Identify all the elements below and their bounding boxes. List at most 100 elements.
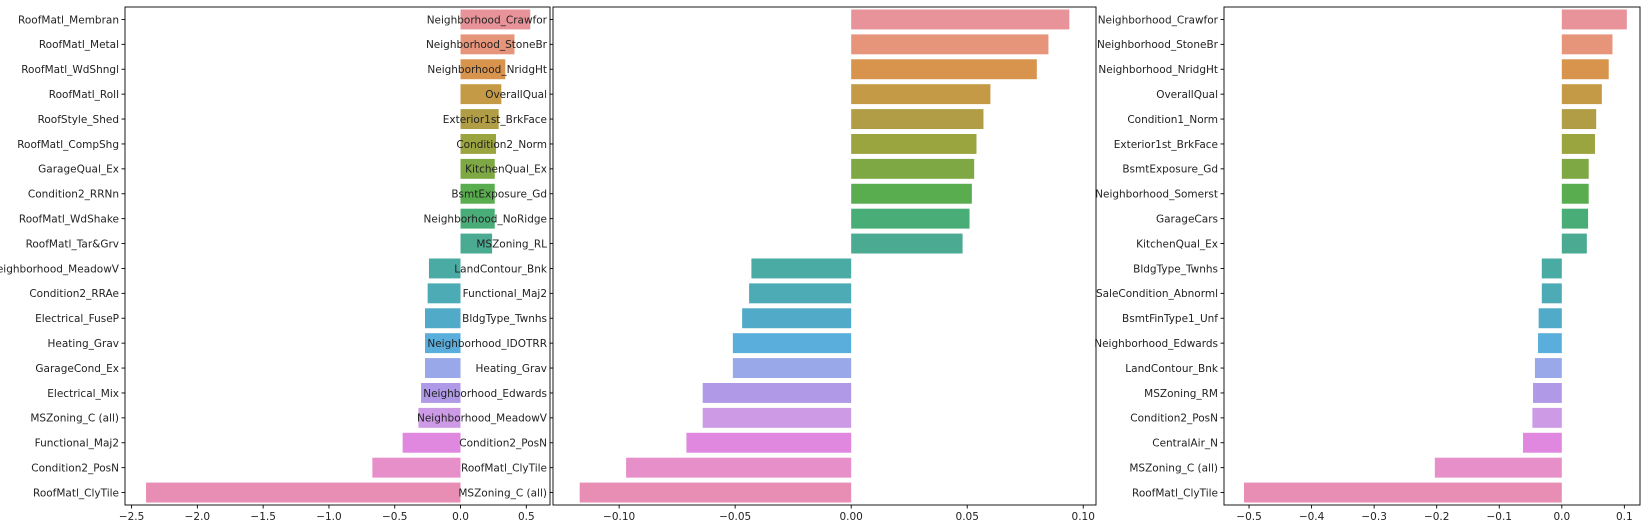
y-tick-label: Condition2_PosN <box>1130 413 1218 425</box>
y-tick-label: MSZoning_RM <box>1144 388 1218 400</box>
y-tick-label: RoofMatl_ClyTile <box>33 487 119 499</box>
y-tick-label: BsmtFinType1_Unf <box>1122 313 1218 325</box>
y-tick-label: MSZoning_C (all) <box>30 413 119 425</box>
axes-frame <box>124 6 551 506</box>
bar <box>425 358 461 379</box>
bar <box>427 283 461 304</box>
y-tick-label: BsmtExposure_Gd <box>451 189 547 201</box>
bar <box>402 432 461 453</box>
y-tick-label: Exterior1st_BrkFace <box>443 114 547 126</box>
chart-panel-3: Neighborhood_Crawfor Neighborhood_StoneBr… <box>1094 6 1641 523</box>
bar <box>372 457 461 478</box>
bar <box>1538 308 1562 329</box>
bar <box>460 233 493 254</box>
bar <box>851 34 1049 55</box>
y-tick-label: Exterior1st_BrkFace <box>1114 139 1218 151</box>
y-tick-label: Neighborhood_Crawfor <box>427 14 548 26</box>
bar <box>1244 482 1562 503</box>
y-tick-label: RoofMatl_Roll <box>49 89 119 101</box>
y-tick-label: OverallQual <box>1156 89 1218 101</box>
bar <box>146 482 461 503</box>
y-tick-label: RoofMatl_ClyTile <box>461 462 547 474</box>
bar <box>418 407 461 428</box>
bar <box>851 84 991 105</box>
y-tick-label: Neighborhood_Edwards <box>423 388 547 400</box>
y-tick-label: Neighborhood_IDOTRR <box>427 338 547 350</box>
y-tick-label: Condition2_RRAe <box>29 288 119 300</box>
bar <box>421 382 461 403</box>
x-tick-label: −0.10 <box>603 511 635 523</box>
y-tick-label: GarageCars <box>1156 213 1218 225</box>
bar <box>1561 208 1589 229</box>
bar <box>751 258 852 279</box>
bar <box>1434 457 1562 478</box>
bar <box>851 233 963 254</box>
x-tick-label: −0.05 <box>719 511 751 523</box>
bar <box>460 9 531 30</box>
y-tick-label: Heating_Grav <box>476 363 548 375</box>
bar <box>1532 407 1562 428</box>
bar <box>1561 84 1602 105</box>
x-tick-label: 0.10 <box>1072 511 1095 523</box>
axes-frame <box>1223 6 1641 506</box>
axes-frame <box>552 6 1097 506</box>
bar <box>1561 34 1613 55</box>
bar <box>1561 183 1589 204</box>
y-tick-label: Condition2_Norm <box>456 139 547 151</box>
bar <box>742 308 852 329</box>
bar <box>1533 382 1562 403</box>
x-tick-label: −0.1 <box>1486 511 1512 523</box>
bar <box>1541 283 1562 304</box>
y-tick-label: CentralAir_N <box>1152 438 1218 450</box>
bar <box>851 9 1070 30</box>
y-tick-label: BldgType_Twnhs <box>1133 263 1218 275</box>
x-tick-label: 0.1 <box>1616 511 1633 523</box>
x-tick-label: 0.05 <box>956 511 979 523</box>
bar <box>460 84 502 105</box>
y-tick-label: Condition2_RRNn <box>28 189 119 201</box>
x-tick-label: −2.0 <box>185 511 211 523</box>
y-tick-label: Functional_Maj2 <box>35 438 119 450</box>
x-tick-label: −0.5 <box>1236 511 1262 523</box>
bar <box>460 183 495 204</box>
bar <box>1561 158 1589 179</box>
y-tick-label: Condition2_PosN <box>31 462 119 474</box>
bar <box>626 457 852 478</box>
y-tick-label: LandContour_Bnk <box>454 263 548 275</box>
bar <box>732 333 852 354</box>
y-tick-label: MSZoning_C (all) <box>458 487 547 499</box>
y-tick-label: Functional_Maj2 <box>463 288 547 300</box>
y-tick-label: RoofMatl_Membran <box>18 14 119 26</box>
bar <box>1561 9 1627 30</box>
y-tick-label: MSZoning_C (all) <box>1129 462 1218 474</box>
bar <box>851 158 975 179</box>
y-tick-label: KitchenQual_Ex <box>1136 238 1218 250</box>
y-tick-label: OverallQual <box>485 89 547 101</box>
y-tick-label: RoofMatl_ClyTile <box>1132 487 1218 499</box>
bar <box>1523 432 1562 453</box>
x-tick-label: 0.00 <box>839 511 862 523</box>
y-tick-label: Neighborhood_NoRidge <box>424 213 547 225</box>
y-tick-label: MSZoning_RL <box>476 238 547 250</box>
y-tick-label: Condition2_PosN <box>459 438 547 450</box>
bar <box>460 109 499 130</box>
y-tick-label: Electrical_Mix <box>47 388 119 400</box>
y-tick-label: BsmtExposure_Gd <box>1122 164 1218 176</box>
bar <box>851 183 972 204</box>
y-tick-label: Neighborhood_NridgHt <box>427 64 547 76</box>
bar <box>1538 333 1562 354</box>
x-tick-label: 0.0 <box>452 511 469 523</box>
y-tick-label: RoofMatl_WdShake <box>19 213 119 225</box>
chart-panel-2: Neighborhood_Crawfor Neighborhood_StoneBr… <box>417 6 1097 523</box>
y-tick-label: Electrical_FuseP <box>35 313 119 325</box>
x-tick-label: −0.3 <box>1361 511 1387 523</box>
y-tick-label: Neighborhood_MeadowV <box>0 263 120 275</box>
y-tick-label: RoofMatl_Metal <box>39 39 119 51</box>
bar <box>425 333 461 354</box>
x-tick-label: −0.5 <box>382 511 408 523</box>
bar <box>428 258 461 279</box>
x-tick-label: −0.4 <box>1299 511 1325 523</box>
bar <box>1541 258 1562 279</box>
